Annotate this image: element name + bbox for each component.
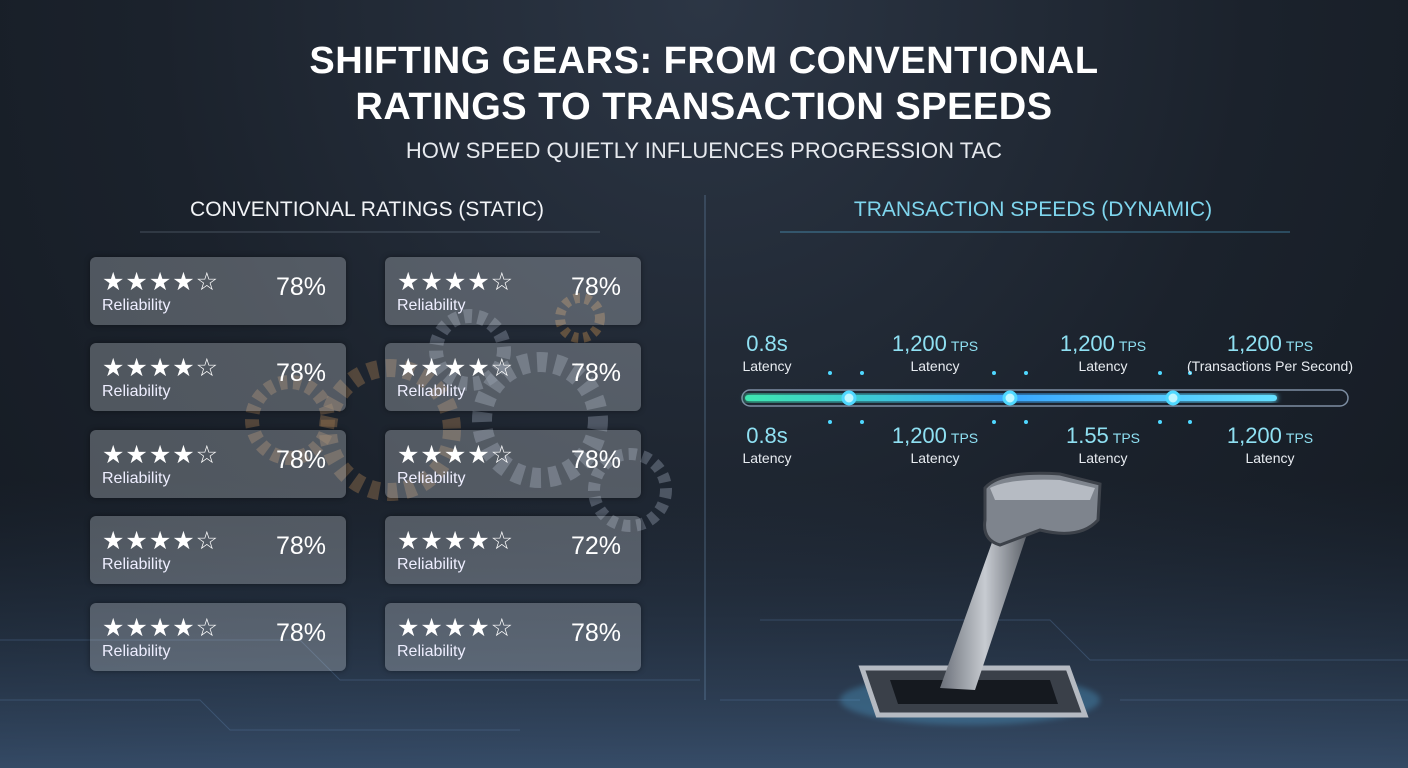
metric-value-row: 1,200 TPS xyxy=(1160,331,1380,357)
title-line: SHIFTING GEARS: FROM CONVENTIONAL xyxy=(309,40,1099,82)
metric-value: 1,200 xyxy=(891,331,947,356)
metric-value-row: 1,200 TPS xyxy=(825,331,1045,357)
rating-value: 78% xyxy=(275,619,326,647)
metric-value: 1,200 xyxy=(1226,423,1282,448)
subtitle: HOW SPEED QUIETLY INFLUENCES PROGRESSION… xyxy=(405,138,1003,163)
rating-card: ★★★★☆ Reliability 78% xyxy=(90,343,346,411)
rating-label: Reliability xyxy=(397,470,466,487)
right-heading: TRANSACTION SPEEDS (DYNAMIC) xyxy=(853,198,1213,221)
metric-unit: TPS xyxy=(1285,430,1314,446)
rating-card: ★★★★☆ Reliability 78% xyxy=(90,516,346,584)
metric-value-row: 0.8s xyxy=(657,331,877,357)
star-rating: ★★★★☆ xyxy=(397,440,515,469)
metric-label: Latency xyxy=(742,358,792,374)
rating-card: ★★★★☆ Reliability 72% xyxy=(385,516,641,584)
rating-card: ★★★★☆ Reliability 78% xyxy=(385,257,641,325)
rating-label: Reliability xyxy=(397,643,466,660)
rating-label: Reliability xyxy=(102,297,171,314)
metric: 1,200 TPS Latency xyxy=(993,331,1213,374)
star-rating: ★★★★☆ xyxy=(102,613,220,642)
metric: 0.8s Latency xyxy=(657,331,877,374)
star-rating: ★★★★☆ xyxy=(102,440,220,469)
metric-label: (Transactions Per Second) xyxy=(1187,358,1353,374)
rating-card: ★★★★☆ Reliability 78% xyxy=(90,603,346,671)
metric: 1.55 TPS Latency xyxy=(993,423,1213,466)
metric: 1,200 TPS (Transactions Per Second) xyxy=(1160,331,1380,374)
star-rating: ★★★★☆ xyxy=(397,353,515,382)
star-rating: ★★★★☆ xyxy=(102,267,220,296)
metric-value: 1.55 xyxy=(1065,423,1109,448)
rating-label: Reliability xyxy=(102,470,171,487)
rating-card: ★★★★☆ Reliability 78% xyxy=(90,257,346,325)
metric-label: Latency xyxy=(1245,450,1295,466)
metric: 1,200 TPS Latency xyxy=(1160,423,1380,466)
rating-value: 78% xyxy=(275,446,326,474)
metric-value-row: 1,200 TPS xyxy=(1160,423,1380,449)
star-rating: ★★★★☆ xyxy=(397,526,515,555)
metric-label: Latency xyxy=(1078,358,1128,374)
rating-card: ★★★★☆ Reliability 78% xyxy=(90,430,346,498)
left-heading: CONVENTIONAL RATINGS (STATIC) xyxy=(190,198,544,221)
rating-label: Reliability xyxy=(102,643,171,660)
metric-unit: TPS xyxy=(1112,430,1141,446)
rating-label: Reliability xyxy=(397,556,466,573)
rating-value: 78% xyxy=(275,532,326,560)
metric-label: Latency xyxy=(910,358,960,374)
metric-value-row: 1,200 TPS xyxy=(993,331,1213,357)
metric: 0.8s Latency xyxy=(657,423,877,466)
metric-unit: TPS xyxy=(1285,338,1314,354)
rating-label: Reliability xyxy=(397,297,466,314)
metric-value: 0.8s xyxy=(746,423,788,448)
star-rating: ★★★★☆ xyxy=(102,353,220,382)
metric-value: 1,200 xyxy=(1226,331,1282,356)
rating-value: 78% xyxy=(570,619,621,647)
rating-value: 78% xyxy=(570,273,621,301)
star-rating: ★★★★☆ xyxy=(397,613,515,642)
rating-label: Reliability xyxy=(397,383,466,400)
title-line: RATINGS TO TRANSACTION SPEEDS xyxy=(355,86,1053,128)
rating-value: 78% xyxy=(275,359,326,387)
rating-label: Reliability xyxy=(102,383,171,400)
metric-value-row: 0.8s xyxy=(657,423,877,449)
metric-value: 1,200 xyxy=(1059,331,1115,356)
star-rating: ★★★★☆ xyxy=(102,526,220,555)
metric-value-row: 1.55 TPS xyxy=(993,423,1213,449)
metric-unit: TPS xyxy=(950,430,979,446)
metric-unit: TPS xyxy=(950,338,979,354)
rating-value: 72% xyxy=(570,532,621,560)
metric: 1,200 TPS Latency xyxy=(825,331,1045,374)
metric-label: Latency xyxy=(910,450,960,466)
metric-label: Latency xyxy=(742,450,792,466)
rating-label: Reliability xyxy=(102,556,171,573)
rating-value: 78% xyxy=(570,446,621,474)
metric-value: 0.8s xyxy=(746,331,788,356)
rating-value: 78% xyxy=(570,359,621,387)
metric: 1,200 TPS Latency xyxy=(825,423,1045,466)
rating-card: ★★★★☆ Reliability 78% xyxy=(385,343,641,411)
rating-value: 78% xyxy=(275,273,326,301)
star-rating: ★★★★☆ xyxy=(397,267,515,296)
rating-card: ★★★★☆ Reliability 78% xyxy=(385,603,641,671)
metric-label: Latency xyxy=(1078,450,1128,466)
metric-unit: TPS xyxy=(1118,338,1147,354)
metric-value: 1,200 xyxy=(891,423,947,448)
rating-card: ★★★★☆ Reliability 78% xyxy=(385,430,641,498)
metric-value-row: 1,200 TPS xyxy=(825,423,1045,449)
